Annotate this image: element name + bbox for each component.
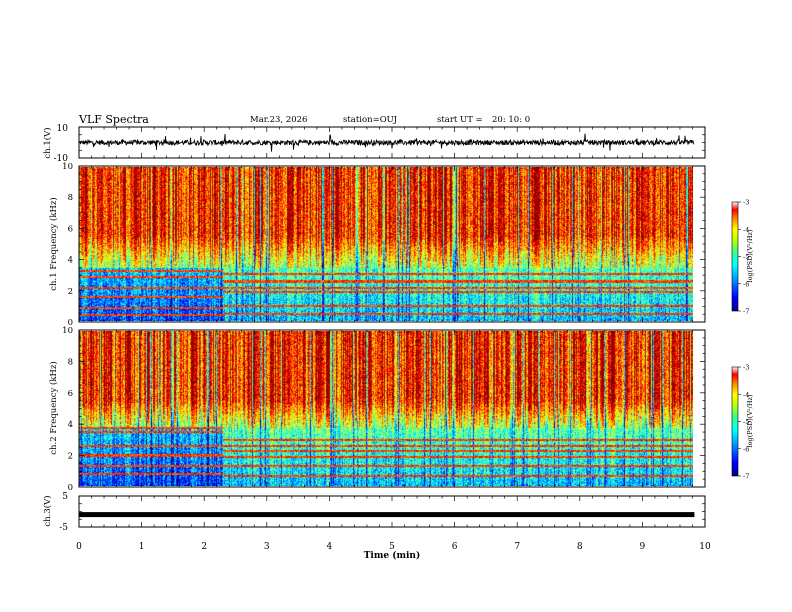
colorbar-tick-label: -7 [743,308,749,316]
ch1-spectrogram-yticks: 0 2 4 6 8 10 [62,162,705,328]
colorbar-tick-label: -4 [743,226,749,234]
ch1-colorbar-label: log(PSD)(V²/Hz) [746,229,754,282]
ch2-ylabel-text: ch.2 Frequency (kHz) [48,361,59,454]
colorbar-tick-label: -3 [743,199,749,207]
start-time: 20: 10: 0 [492,115,530,125]
x-tick-label: 2 [201,542,207,552]
x-tick-label: 7 [514,542,520,552]
ch1-colorbar-gradient [731,201,739,312]
start-label: start UT = [437,115,483,125]
ch1-ylabel: ch.1(V) [42,127,53,158]
date-label: Mar.23, 2026 [250,115,307,125]
x-tick-label: 8 [577,542,583,552]
ch1-waveform-line [78,133,695,152]
ch3-ytick-top: 5 [62,492,68,502]
y-tick-label: 2 [68,452,73,462]
y-tick-label: 10 [62,162,73,172]
colorbar-tick-label: -4 [743,391,749,399]
colorbar-tick-label: -6 [743,280,749,288]
x-tick-label: 3 [264,542,270,552]
x-tick-label: 10 [699,542,711,552]
y-tick-label: 10 [62,326,73,336]
y-tick-label: 8 [68,357,73,367]
x-tick-label: 0 [76,542,82,552]
colorbar-tick-label: -6 [743,445,749,453]
ch1-spectrogram-ylabel: ch.1 Frequency (kHz) [48,197,59,290]
y-tick-label: 2 [68,287,73,297]
y-tick-label: 0 [68,483,73,493]
time-axis-label: Time (min) [364,550,421,561]
y-tick-label: 6 [68,224,73,234]
ch1-ytick-top: 10 [57,124,69,134]
colorbar-tick-label: -7 [743,473,749,481]
ch2-spectrogram-panel: 0 2 4 6 8 10 ch.2 Frequency (kHz) [48,326,706,493]
ch2-colorbar-label: log(PSD)(V²/Hz) [746,394,754,447]
colorbar-tick-label: -5 [743,253,749,261]
ch1-ylabel-text: ch.1 Frequency (kHz) [48,197,59,290]
x-tick-label: 9 [640,542,646,552]
y-tick-label: 8 [68,193,73,203]
x-tick-label: 5 [389,542,395,552]
ch2-spectrogram-heatmap [79,331,693,486]
ch3-waveform-line [79,512,695,518]
ch2-spectrogram-ylabel: ch.2 Frequency (kHz) [48,361,59,454]
ch1-colorbar: -3 -4 -5 -6 -7 log(PSD)(V²/Hz) [731,199,754,316]
ch1-colorbar-ticks: -3 -4 -5 -6 -7 [738,199,749,316]
ch2-colorbar-ticks: -3 -4 -5 -6 -7 [738,364,749,481]
figure-title: VLF Spectra [78,113,149,126]
y-tick-label: 4 [68,256,73,266]
y-tick-label: 0 [68,318,73,328]
ch2-colorbar: -3 -4 -5 -6 -7 log(PSD)(V²/Hz) [731,364,754,481]
ch3-ylabel: ch.3(V) [42,495,53,526]
colorbar-tick-label: -5 [743,418,749,426]
colorbar-tick-label: -3 [743,364,749,372]
x-tick-label: 4 [327,542,333,552]
ch1-spectrogram-heatmap [79,167,693,321]
y-tick-label: 4 [68,420,73,430]
station-label: station=OUJ [343,115,398,125]
x-tick-label: 6 [452,542,458,552]
ch2-spectrogram-yticks: 0 2 4 6 8 10 [62,326,705,493]
ch2-colorbar-gradient [731,366,739,477]
ch1-spectrogram-panel: 0 2 4 6 8 10 ch.1 Frequency (kHz) [48,162,706,328]
ch3-ytick-bottom: -5 [59,523,68,533]
y-tick-label: 6 [68,389,73,399]
ch1-ytick-bottom: -10 [54,154,69,164]
time-axis: 0 1 2 3 4 5 6 7 8 9 10 [76,126,711,552]
x-tick-label: 1 [139,542,145,552]
